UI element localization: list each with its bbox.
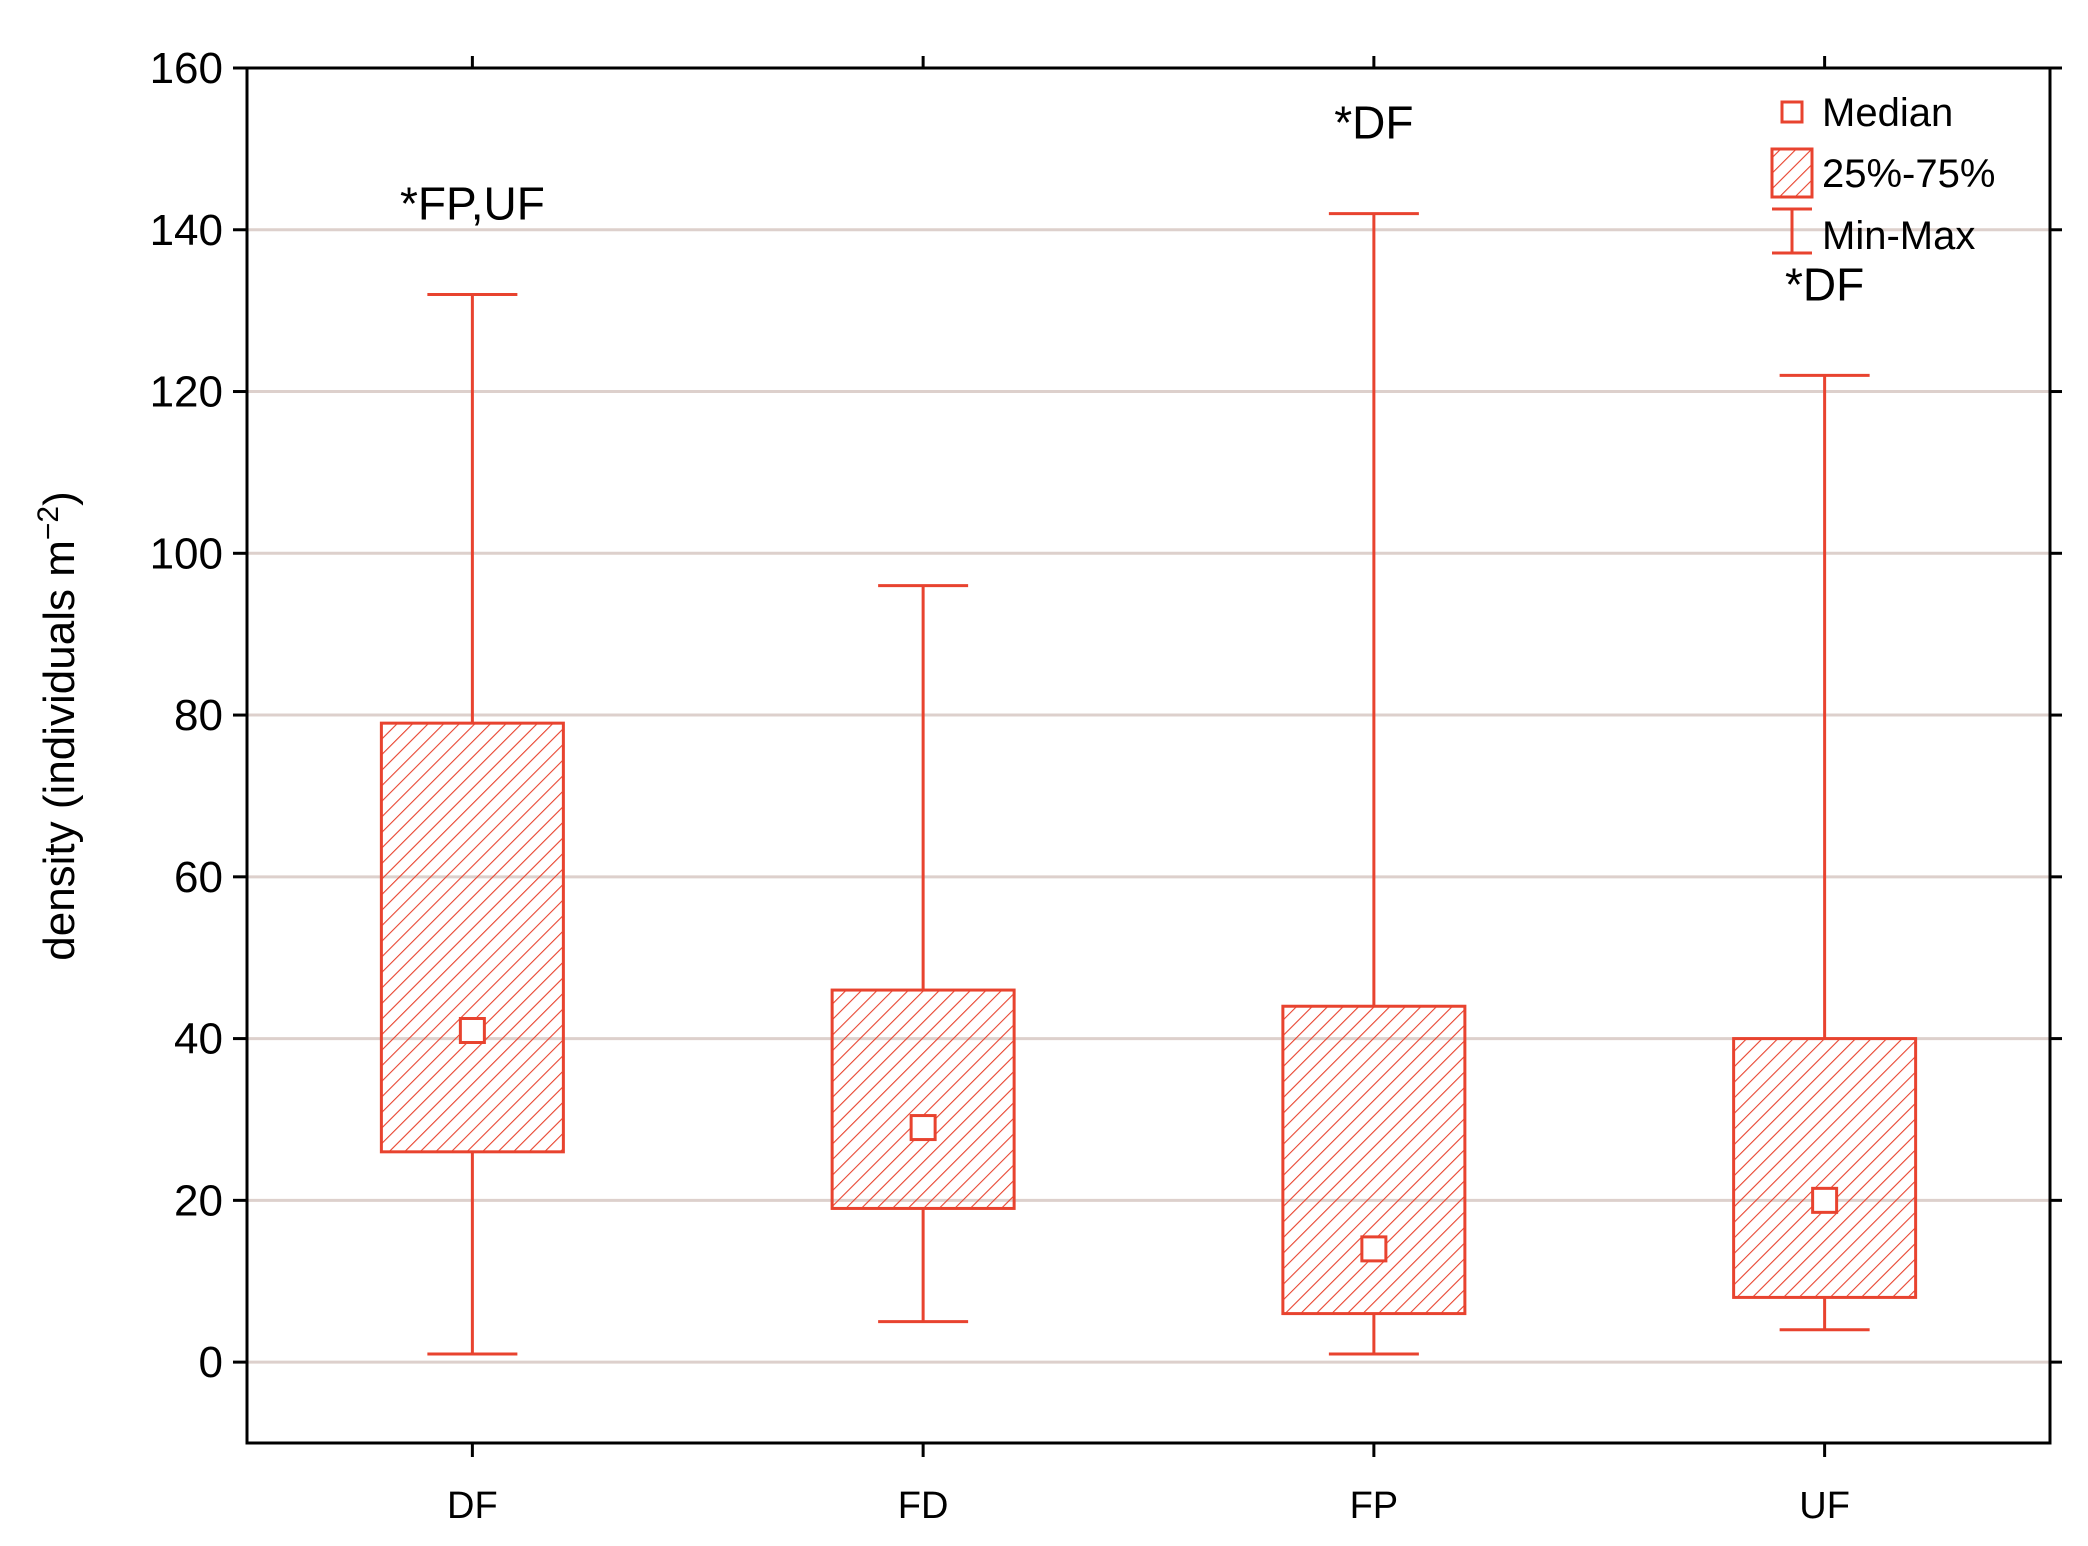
x-tick-label: DF — [447, 1485, 498, 1527]
legend-item-median-square: Median — [1780, 91, 1953, 135]
iqr-box — [379, 721, 565, 1154]
y-tick-label: 40 — [174, 1015, 223, 1064]
y-tick-label: 120 — [150, 368, 223, 417]
median-marker — [909, 1114, 937, 1142]
box-uf — [1732, 373, 1918, 1332]
median-marker — [458, 1017, 486, 1044]
legend-median-swatch — [1780, 100, 1804, 124]
significance-annotation: *DF — [1334, 97, 1413, 149]
iqr-box — [1732, 1037, 1918, 1299]
legend-box-swatch — [1770, 147, 1814, 199]
y-tick-label: 100 — [150, 529, 223, 578]
significance-annotation: *FP,UF — [400, 177, 545, 229]
median-marker — [1360, 1235, 1388, 1263]
box-series — [379, 212, 1918, 1356]
legend: Median 25%-75% Min-Max — [1770, 91, 1995, 258]
y-axis-label-superscript: −2 — [32, 506, 65, 540]
significance-annotation: *DF — [1785, 258, 1864, 310]
plot-frame — [245, 66, 2052, 1445]
legend-item-hatched-box: 25%-75% — [1770, 147, 1995, 199]
y-tick-label: 20 — [174, 1176, 223, 1225]
y-tick-label: 160 — [150, 44, 223, 93]
iqr-box — [1281, 1004, 1467, 1316]
y-tick-label: 0 — [199, 1338, 223, 1387]
x-tick-label: UF — [1799, 1485, 1850, 1527]
box-fp — [1281, 212, 1467, 1356]
x-tick-label: FP — [1350, 1485, 1399, 1527]
y-axis-label-close: ) — [35, 491, 84, 506]
y-axis: 0 20 40 60 80 100 120 140 160 — [150, 44, 2062, 1387]
legend-label: 25%-75% — [1822, 152, 1995, 196]
legend-label: Min-Max — [1822, 214, 1975, 258]
x-tick-label: FD — [898, 1485, 949, 1527]
y-tick-label: 80 — [174, 691, 223, 740]
median-marker — [1811, 1186, 1839, 1214]
iqr-box — [830, 988, 1016, 1210]
y-tick-label: 60 — [174, 853, 223, 902]
legend-item-whisker: Min-Max — [1772, 207, 1975, 258]
y-tick-label: 140 — [150, 206, 223, 255]
legend-label: Median — [1822, 91, 1953, 135]
significance-annotations: *FP,UF *DF *DF — [400, 97, 1864, 311]
y-axis-label: density (individuals m−2) — [32, 491, 85, 961]
y-axis-label-main: density (individuals m — [35, 540, 84, 961]
box-fd — [830, 584, 1016, 1324]
x-axis: DF FD FP UF — [447, 56, 1850, 1527]
box-df — [379, 292, 565, 1356]
